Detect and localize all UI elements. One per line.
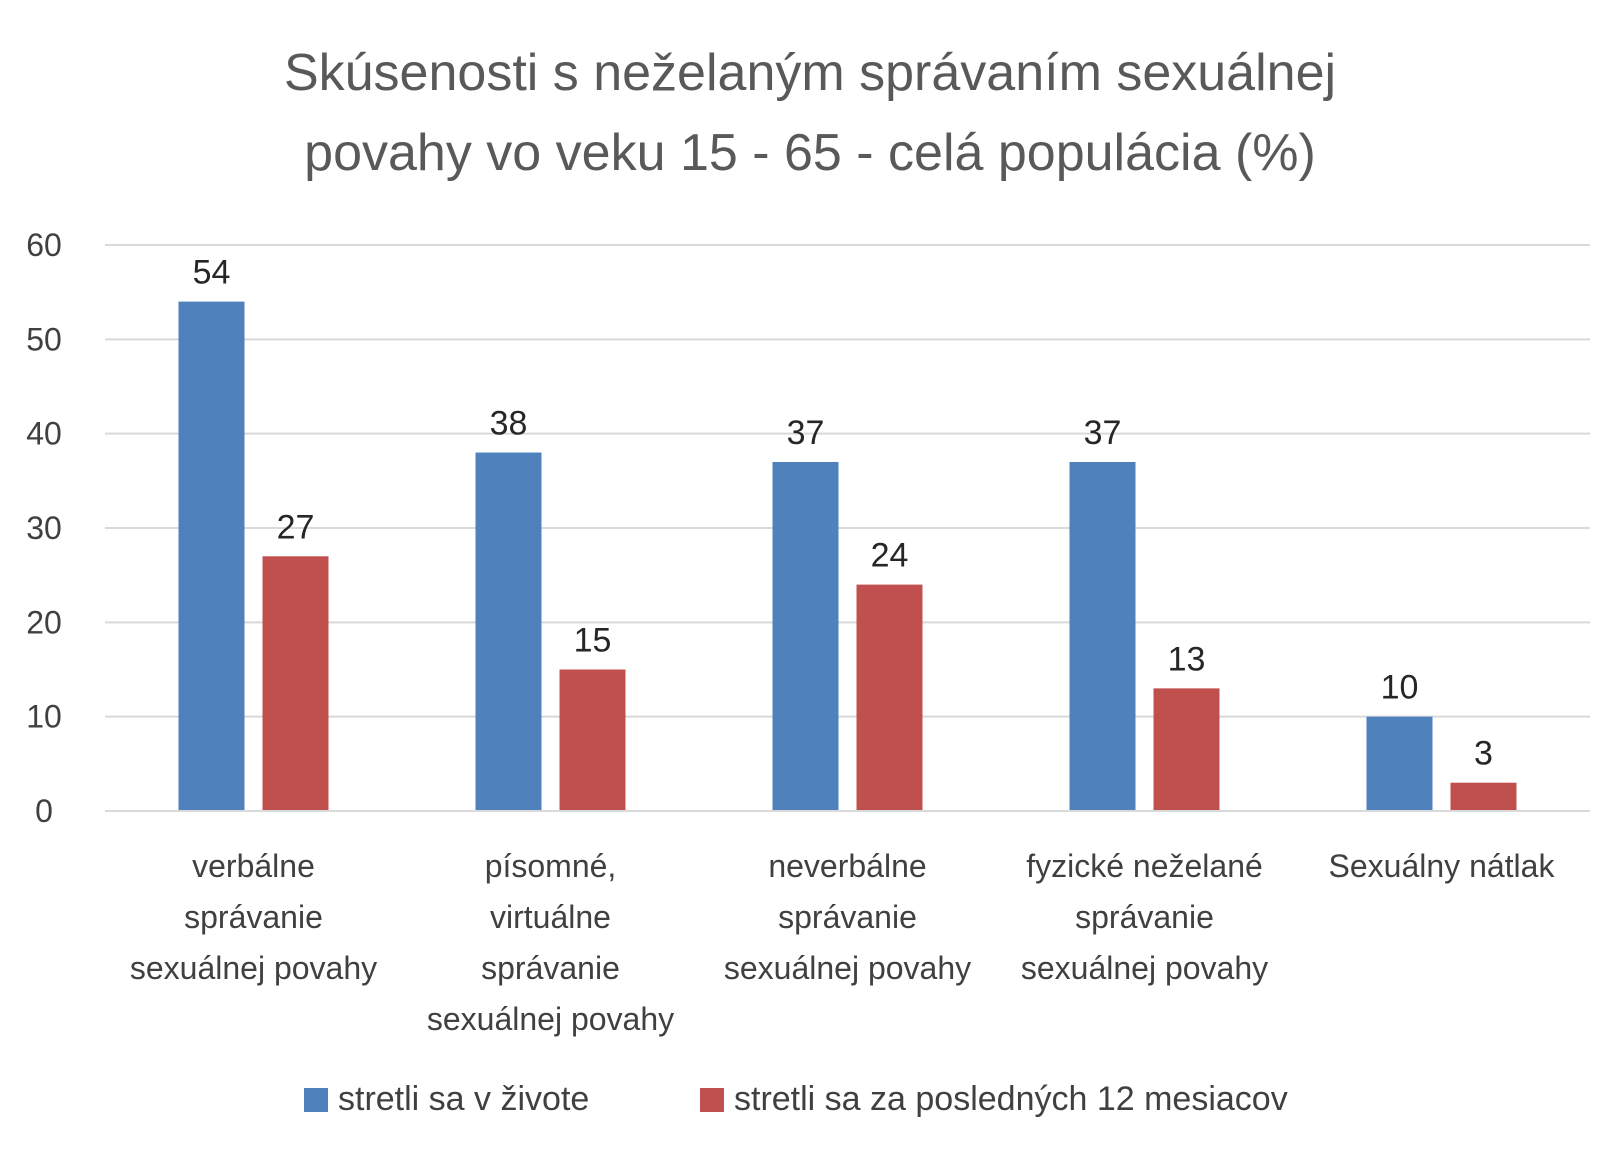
x-category-label: verbálne správanie sexuálnej povahy <box>130 848 377 986</box>
legend-swatch <box>700 1088 724 1112</box>
y-tick-label: 60 <box>26 227 62 263</box>
bar-last-12-months <box>1450 782 1517 811</box>
bar-lifetime <box>1069 461 1136 811</box>
bar-last-12-months <box>559 669 626 811</box>
x-category-label-line: virtuálne <box>490 899 611 935</box>
data-label: 3 <box>1474 735 1493 773</box>
y-axis: 0 10 20 30 40 50 60 <box>26 227 62 829</box>
legend-label: stretli sa za posledných 12 mesiacov <box>734 1080 1288 1118</box>
x-category-label-line: písomné, <box>485 848 617 884</box>
data-label: 15 <box>574 622 612 660</box>
x-category-label-line: správanie <box>1075 899 1214 935</box>
y-tick-label: 10 <box>26 699 62 735</box>
x-category-label-line: fyzické neželané <box>1026 848 1263 884</box>
y-tick-label: 0 <box>35 793 53 829</box>
x-category-label-line: sexuálnej povahy <box>1021 950 1268 986</box>
data-label: 27 <box>277 508 315 546</box>
gridlines <box>105 244 1590 812</box>
x-category-label-line: sexuálnej povahy <box>724 950 971 986</box>
legend-swatch <box>304 1088 328 1112</box>
legend-label: stretli sa v živote <box>338 1080 589 1118</box>
x-category-label-line: správanie <box>778 899 917 935</box>
data-label: 37 <box>1084 414 1122 452</box>
x-category-label-line: neverbálne <box>768 848 926 884</box>
x-category-label-line: Sexuálny nátlak <box>1329 848 1556 884</box>
chart-title: Skúsenosti s neželaným správaním sexuáln… <box>284 44 1336 182</box>
bar-lifetime <box>475 452 542 811</box>
data-labels: 54 27 38 15 37 24 37 13 10 3 <box>193 254 1493 773</box>
chart-title-line-1: Skúsenosti s neželaným správaním sexuáln… <box>284 44 1336 102</box>
x-category-label: písomné, virtuálne správanie sexuálnej pova… <box>427 848 674 1037</box>
bar-lifetime <box>1366 716 1433 811</box>
bar-last-12-months <box>262 556 329 811</box>
x-category-label: fyzické neželané správanie sexuálnej povah… <box>1021 848 1268 986</box>
y-tick-label: 20 <box>26 604 62 640</box>
bar-lifetime <box>178 301 245 811</box>
x-category-label-line: sexuálnej povahy <box>130 950 377 986</box>
x-category-label: neverbálne správanie sexuálnej povahy <box>724 848 971 986</box>
x-category-label: Sexuálny nátlak <box>1329 848 1556 884</box>
legend: stretli sa v živote stretli sa za posledn… <box>304 1080 1288 1118</box>
bars <box>178 301 1517 811</box>
chart-title-line-2: povahy vo veku 15 - 65 - celá populácia … <box>304 124 1316 182</box>
bar-lifetime <box>772 461 839 811</box>
x-axis: verbálne správanie sexuálnej povahypísomné… <box>105 810 1590 1037</box>
bar-last-12-months <box>856 584 923 811</box>
y-tick-label: 30 <box>26 510 62 546</box>
data-label: 37 <box>787 414 825 452</box>
x-category-label-line: správanie <box>184 899 323 935</box>
data-label: 10 <box>1381 669 1419 707</box>
y-tick-label: 50 <box>26 321 62 357</box>
bar-last-12-months <box>1153 688 1220 811</box>
x-category-label-line: správanie <box>481 950 620 986</box>
data-label: 13 <box>1168 640 1206 678</box>
data-label: 24 <box>871 537 909 575</box>
x-category-label-line: verbálne <box>192 848 315 884</box>
data-label: 38 <box>490 405 528 443</box>
x-category-label-line: sexuálnej povahy <box>427 1001 674 1037</box>
data-label: 54 <box>193 254 231 292</box>
y-tick-label: 40 <box>26 416 62 452</box>
